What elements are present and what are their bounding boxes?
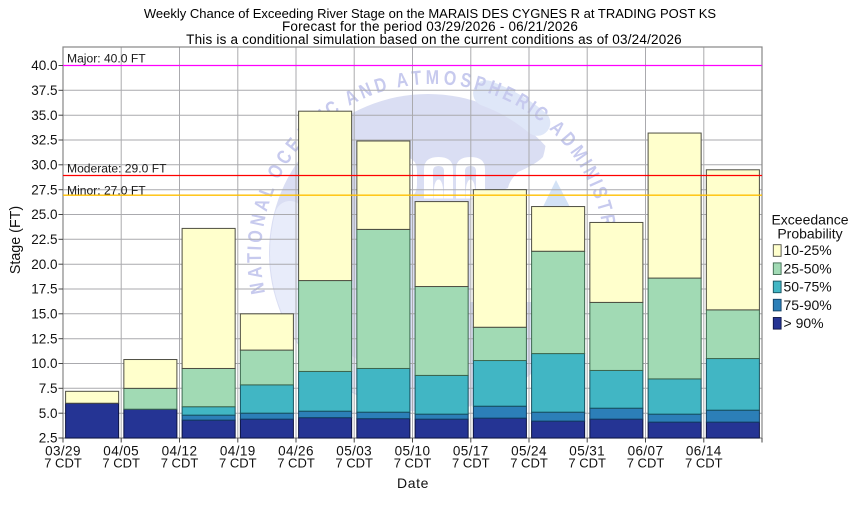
svg-text:T: T [243,253,265,263]
svg-text:Weekly Chance of Exceeding Riv: Weekly Chance of Exceeding River Stage o… [144,6,717,21]
svg-text:10-25%: 10-25% [784,242,832,258]
svg-text:04/12: 04/12 [162,444,198,459]
svg-text:50-75%: 50-75% [784,279,832,295]
svg-text:05/10: 05/10 [395,444,431,459]
svg-text:N: N [246,212,270,228]
svg-text:T: T [411,67,423,90]
svg-text:This is a conditional simulati: This is a conditional simulation based o… [186,32,682,47]
svg-text:03/29: 03/29 [45,444,81,459]
svg-text:27.5: 27.5 [31,182,57,197]
svg-text:06/14: 06/14 [686,444,722,459]
svg-text:7 CDT: 7 CDT [568,456,606,471]
svg-text:12.5: 12.5 [31,331,57,346]
svg-text:7 CDT: 7 CDT [161,456,199,471]
svg-text:Date: Date [397,475,429,491]
svg-text:5.0: 5.0 [39,406,58,421]
svg-text:2.5: 2.5 [39,431,58,446]
svg-text:7 CDT: 7 CDT [627,456,665,471]
svg-text:35.0: 35.0 [31,108,57,123]
svg-text:40.0: 40.0 [31,58,57,73]
svg-text:7 CDT: 7 CDT [335,456,373,471]
svg-text:> 90%: > 90% [784,315,824,331]
svg-text:20.0: 20.0 [31,257,57,272]
svg-text:06/07: 06/07 [628,444,664,459]
svg-text:7 CDT: 7 CDT [510,456,548,471]
svg-text:25-50%: 25-50% [784,260,832,276]
svg-text:7 CDT: 7 CDT [394,456,432,471]
svg-text:Minor: 27.0 FT: Minor: 27.0 FT [67,183,146,197]
svg-text:05/17: 05/17 [453,444,489,459]
svg-text:75-90%: 75-90% [784,297,832,313]
svg-text:7 CDT: 7 CDT [277,456,315,471]
svg-text:30.0: 30.0 [31,157,57,172]
svg-text:22.5: 22.5 [31,232,57,247]
svg-text:7 CDT: 7 CDT [44,456,82,471]
svg-text:Exceedance: Exceedance [771,212,848,228]
svg-text:Forecast for the period 03/29/: Forecast for the period 03/29/2026 - 06/… [282,19,578,34]
svg-text:7 CDT: 7 CDT [685,456,723,471]
svg-text:A: A [394,68,409,92]
svg-text:05/03: 05/03 [336,444,372,459]
svg-text:37.5: 37.5 [31,83,57,98]
svg-text:7 CDT: 7 CDT [452,456,490,471]
svg-text:05/31: 05/31 [569,444,605,459]
svg-text:Major: 40.0 FT: Major: 40.0 FT [67,52,146,66]
svg-text:10.0: 10.0 [31,356,57,371]
svg-text:Moderate: 29.0 FT: Moderate: 29.0 FT [67,162,167,176]
svg-text:05/24: 05/24 [511,444,547,459]
svg-text:04/05: 04/05 [103,444,139,459]
svg-text:7.5: 7.5 [39,381,58,396]
svg-text:15.0: 15.0 [31,306,57,321]
svg-text:7 CDT: 7 CDT [219,456,257,471]
svg-text:N: N [245,281,269,296]
svg-text:04/26: 04/26 [278,444,314,459]
svg-text:04/19: 04/19 [220,444,256,459]
svg-text:I: I [243,245,265,250]
svg-text:S: S [459,69,474,93]
svg-text:Probability: Probability [777,226,842,242]
svg-text:O: O [443,67,458,90]
svg-text:M: M [426,66,439,88]
svg-text:17.5: 17.5 [31,282,57,297]
svg-text:Stage (FT): Stage (FT) [8,206,24,274]
svg-text:A: A [244,266,267,280]
svg-text:25.0: 25.0 [31,207,57,222]
svg-text:7 CDT: 7 CDT [102,456,140,471]
svg-text:32.5: 32.5 [31,133,57,148]
svg-text:O: O [244,229,267,244]
